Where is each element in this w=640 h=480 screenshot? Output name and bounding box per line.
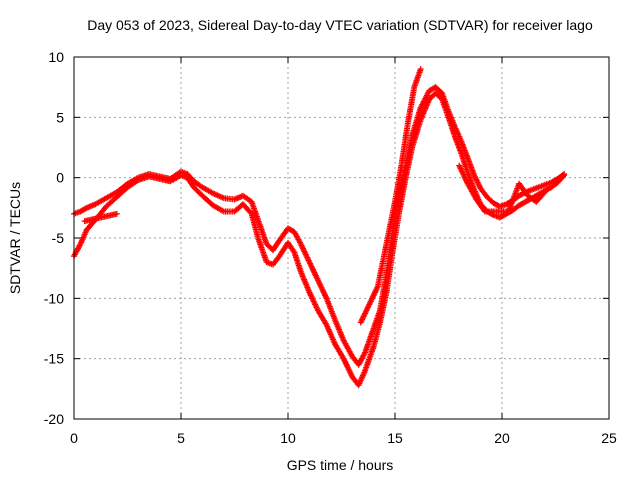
chart-title: Day 053 of 2023, Sidereal Day-to-day VTE…	[87, 17, 593, 33]
grid-lines	[74, 57, 609, 419]
y-tick-label: -15	[44, 351, 64, 367]
data-point	[541, 189, 548, 196]
data-point	[559, 173, 566, 180]
y-tick-label: -10	[44, 290, 64, 306]
y-tick-label: -20	[44, 411, 64, 427]
data-point	[113, 210, 120, 217]
plot-frame	[73, 56, 610, 420]
axis-ticks: 0 5 10 15 20 25 -20 -15 -10 -5 0 5 10	[44, 49, 617, 446]
x-tick-label: 20	[494, 430, 510, 446]
data-points	[71, 66, 568, 389]
y-tick-label: 10	[48, 49, 64, 65]
y-axis-label: SDTVAR / TECUs	[7, 182, 23, 294]
y-tick-label: -5	[52, 230, 65, 246]
data-point	[82, 205, 89, 212]
data-point	[561, 172, 568, 179]
x-tick-label: 15	[387, 430, 403, 446]
x-tick-label: 25	[601, 430, 617, 446]
y-tick-label: 0	[56, 170, 64, 186]
data-point	[417, 66, 424, 73]
x-tick-label: 0	[70, 430, 78, 446]
x-axis-label: GPS time / hours	[287, 457, 394, 473]
data-point	[540, 190, 547, 197]
x-tick-label: 10	[280, 430, 296, 446]
x-tick-label: 5	[177, 430, 185, 446]
y-tick-label: 5	[56, 109, 64, 125]
